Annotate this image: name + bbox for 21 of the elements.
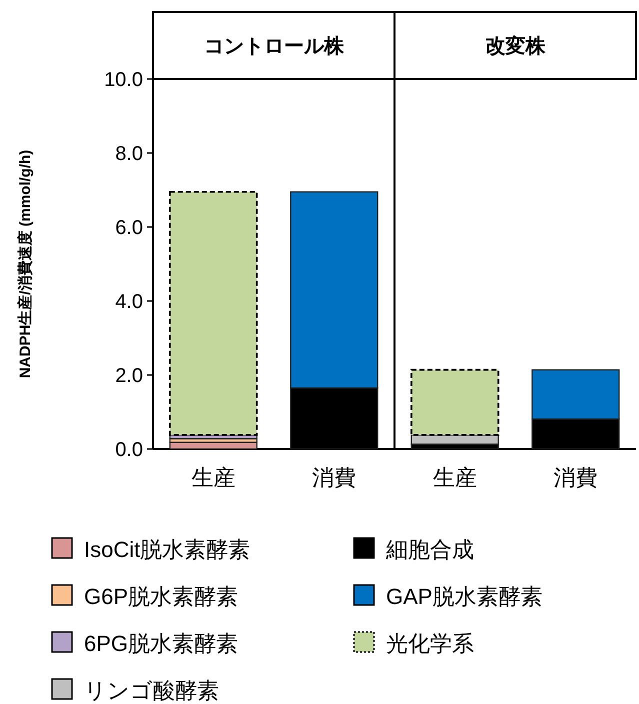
legend-label: 細胞合成: [385, 537, 474, 562]
chart-title: コントロール株: [204, 36, 345, 58]
chart-title: 改変株: [485, 34, 546, 58]
x-tick-label: 生産: [191, 465, 236, 490]
x-tick-label: 生産: [432, 465, 477, 490]
x-tick-label: 消費: [554, 465, 598, 490]
legend-label: 6PG脱水素酵素: [84, 631, 238, 656]
legend-label: 光化学系: [386, 631, 474, 656]
legend-label: GAP脱水素酵素: [386, 584, 542, 609]
y-tick-label: 8.0: [115, 143, 143, 165]
y-tick-label: 6.0: [115, 217, 143, 239]
x-tick-label: 消費: [312, 465, 356, 490]
y-tick-label: 2.0: [115, 365, 143, 387]
y-tick-label: 4.0: [115, 291, 143, 313]
y-axis-title: NADPH生産/消費速度 (mmol/g/h): [16, 150, 34, 378]
legend-label: IsoCit脱水素酵素: [84, 537, 250, 562]
legend-label: G6P脱水素酵素: [84, 584, 238, 609]
y-tick-label: 0.0: [115, 439, 143, 461]
bar: [410, 368, 500, 436]
legend-label: リンゴ酸酵素: [84, 678, 219, 703]
y-tick-label: 10.0: [104, 69, 143, 91]
